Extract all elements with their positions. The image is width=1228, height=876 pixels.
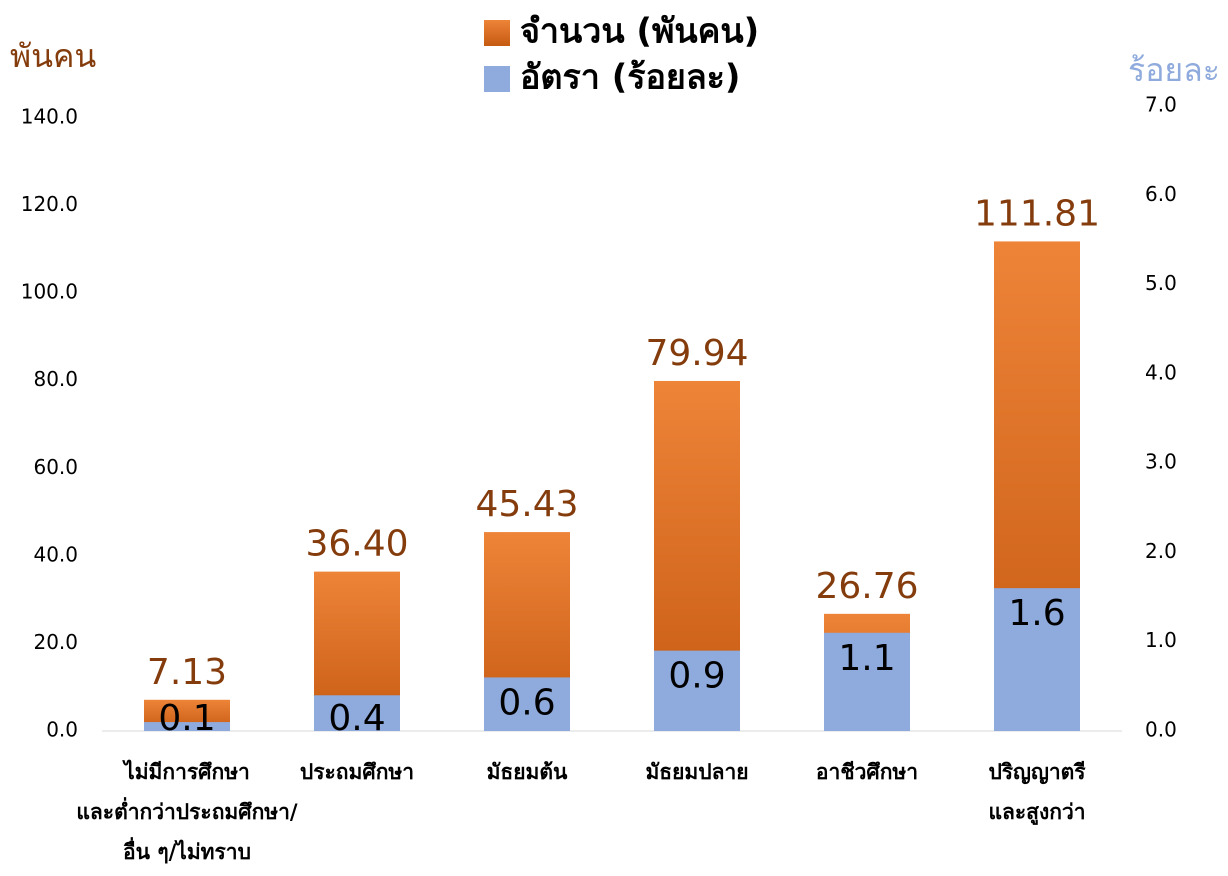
value-label: 7.13 — [147, 652, 227, 693]
value-label: 79.94 — [645, 333, 748, 374]
y-tick-label: 20.0 — [33, 630, 78, 654]
bar — [654, 650, 740, 731]
x-tick-label: มัธยมปลาย — [645, 760, 749, 784]
value-label: 45.43 — [475, 484, 578, 525]
x-tick-label: ประถมศึกษา — [299, 760, 415, 784]
value-label: 0.4 — [328, 698, 385, 739]
value-label: 0.9 — [668, 656, 725, 697]
y2-tick-label: 1.0 — [1145, 628, 1177, 652]
bar — [144, 722, 230, 731]
value-label: 0.6 — [498, 682, 555, 723]
legend-swatch — [484, 20, 510, 46]
x-tick-label: มัธยมต้น — [486, 760, 568, 784]
legend-label: จำนวน (พันคน) — [520, 12, 759, 52]
value-label: 111.81 — [974, 193, 1100, 234]
y-tick-label: 100.0 — [21, 280, 78, 304]
y-axis-title: พันคน — [10, 37, 96, 75]
x-tick-label: อาชีวศึกษา — [815, 760, 919, 784]
y2-tick-label: 2.0 — [1145, 539, 1177, 563]
value-label: 0.1 — [158, 698, 215, 739]
y-tick-label: 40.0 — [33, 542, 78, 566]
y2-tick-label: 7.0 — [1145, 93, 1177, 117]
bar — [994, 588, 1080, 731]
bar — [484, 677, 570, 731]
value-label: 1.6 — [1008, 593, 1065, 634]
y-tick-label: 60.0 — [33, 455, 78, 479]
legend-label: อัตรา (ร้อยละ) — [520, 58, 740, 98]
y2-tick-label: 0.0 — [1145, 718, 1177, 742]
legend-swatch — [484, 66, 510, 92]
x-tick-label: ไม่มีการศึกษา และต่ำกว่าประถมศึกษา/ อื่น… — [76, 760, 298, 864]
y-tick-label: 140.0 — [21, 105, 78, 129]
y2-axis-title: ร้อยละ — [1128, 51, 1220, 89]
y2-tick-label: 5.0 — [1145, 271, 1177, 295]
x-tick-label: ปริญญาตรี และสูงกว่า — [988, 760, 1086, 824]
y2-tick-label: 3.0 — [1145, 450, 1177, 474]
value-label: 26.76 — [815, 566, 918, 607]
value-label: 36.40 — [305, 524, 408, 565]
value-label: 1.1 — [838, 638, 895, 679]
bar — [314, 695, 400, 731]
y-tick-label: 80.0 — [33, 367, 78, 391]
y-tick-label: 120.0 — [21, 192, 78, 216]
bar — [824, 632, 910, 731]
y2-tick-label: 4.0 — [1145, 360, 1177, 384]
y2-tick-label: 6.0 — [1145, 182, 1177, 206]
y-tick-label: 0.0 — [46, 718, 78, 742]
